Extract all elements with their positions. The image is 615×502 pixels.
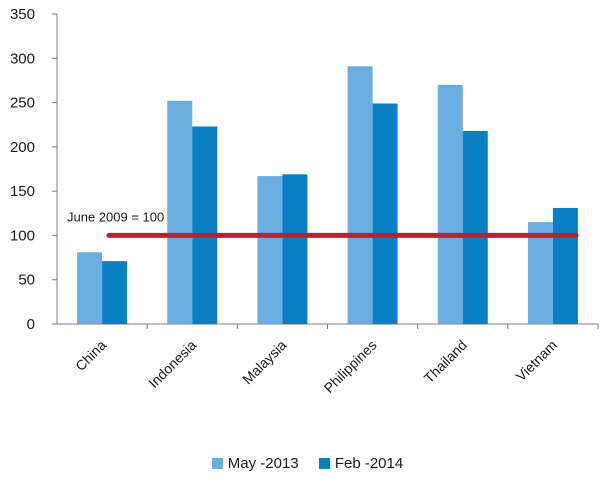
- legend-label-series-2: Feb -2014: [334, 455, 404, 472]
- reference-line-label: June 2009 = 100: [67, 209, 164, 224]
- bar: [527, 222, 553, 324]
- legend-swatch-series-1: [211, 458, 223, 469]
- x-axis: China Indonesia Malaysia Philippines Thailan…: [57, 323, 599, 396]
- y-tick-label: 50: [18, 272, 35, 289]
- reference-line-group: June 2009 = 100: [67, 209, 579, 238]
- bars: [77, 66, 578, 324]
- bar: [437, 84, 463, 324]
- bar: [257, 176, 283, 324]
- x-tick-label: China: [72, 337, 109, 374]
- x-tick-label: Thailand: [421, 337, 470, 386]
- legend: May -2013 Feb -2014: [0, 455, 615, 473]
- x-tick-label: Vietnam: [513, 337, 560, 384]
- bar: [347, 66, 373, 324]
- bar: [192, 126, 218, 324]
- bar: [77, 252, 103, 324]
- legend-item-series-2: Feb -2014: [318, 455, 404, 472]
- x-tick-label: Indonesia: [145, 337, 199, 391]
- bar: [462, 130, 488, 324]
- y-tick-label: 350: [10, 6, 35, 23]
- y-tick-label: 0: [27, 316, 35, 333]
- y-tick-label: 200: [10, 139, 35, 156]
- bar: [282, 174, 308, 324]
- x-tick-label: Malaysia: [239, 337, 290, 388]
- y-tick-label: 150: [10, 183, 35, 200]
- bar: [372, 103, 398, 324]
- y-axis: 0 50 100 150 200 250 300 350: [10, 6, 58, 333]
- legend-label-series-1: May -2013: [227, 455, 299, 472]
- y-tick-label: 250: [10, 95, 35, 112]
- legend-item-series-1: May -2013: [211, 455, 299, 472]
- bar-chart: 0 50 100 150 200 250 300 350 China Indonesia Mala…: [10, 6, 599, 396]
- bar: [167, 100, 193, 324]
- bar: [552, 207, 578, 324]
- legend-swatch-series-2: [318, 458, 330, 469]
- x-tick-label: Philippines: [321, 337, 380, 396]
- y-tick-label: 100: [10, 227, 35, 244]
- bar: [102, 261, 128, 324]
- y-tick-label: 300: [10, 50, 35, 67]
